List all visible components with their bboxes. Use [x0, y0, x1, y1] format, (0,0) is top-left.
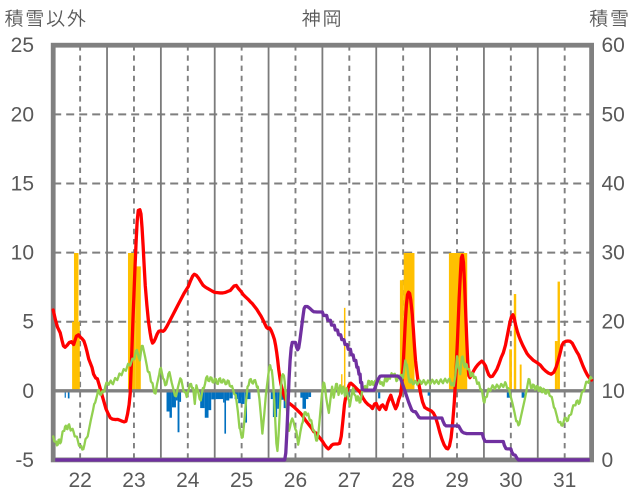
svg-text:24: 24 [176, 469, 200, 492]
svg-text:26: 26 [284, 469, 307, 492]
svg-text:29: 29 [445, 469, 468, 492]
svg-text:60: 60 [602, 34, 625, 57]
svg-text:50: 50 [602, 103, 625, 126]
svg-text:20: 20 [11, 103, 34, 126]
svg-text:20: 20 [602, 311, 625, 334]
svg-text:0: 0 [22, 380, 34, 403]
svg-text:22: 22 [68, 469, 91, 492]
svg-text:28: 28 [391, 469, 414, 492]
svg-text:30: 30 [602, 242, 625, 265]
svg-text:40: 40 [602, 172, 625, 195]
svg-text:23: 23 [122, 469, 145, 492]
svg-text:10: 10 [602, 380, 625, 403]
svg-text:25: 25 [11, 34, 34, 57]
svg-text:31: 31 [553, 469, 576, 492]
svg-text:0: 0 [602, 449, 614, 472]
svg-text:15: 15 [11, 172, 34, 195]
svg-text:-5: -5 [15, 449, 34, 472]
svg-text:30: 30 [499, 469, 522, 492]
svg-text:27: 27 [338, 469, 361, 492]
svg-text:5: 5 [22, 311, 34, 334]
svg-text:25: 25 [230, 469, 253, 492]
svg-text:10: 10 [11, 242, 34, 265]
